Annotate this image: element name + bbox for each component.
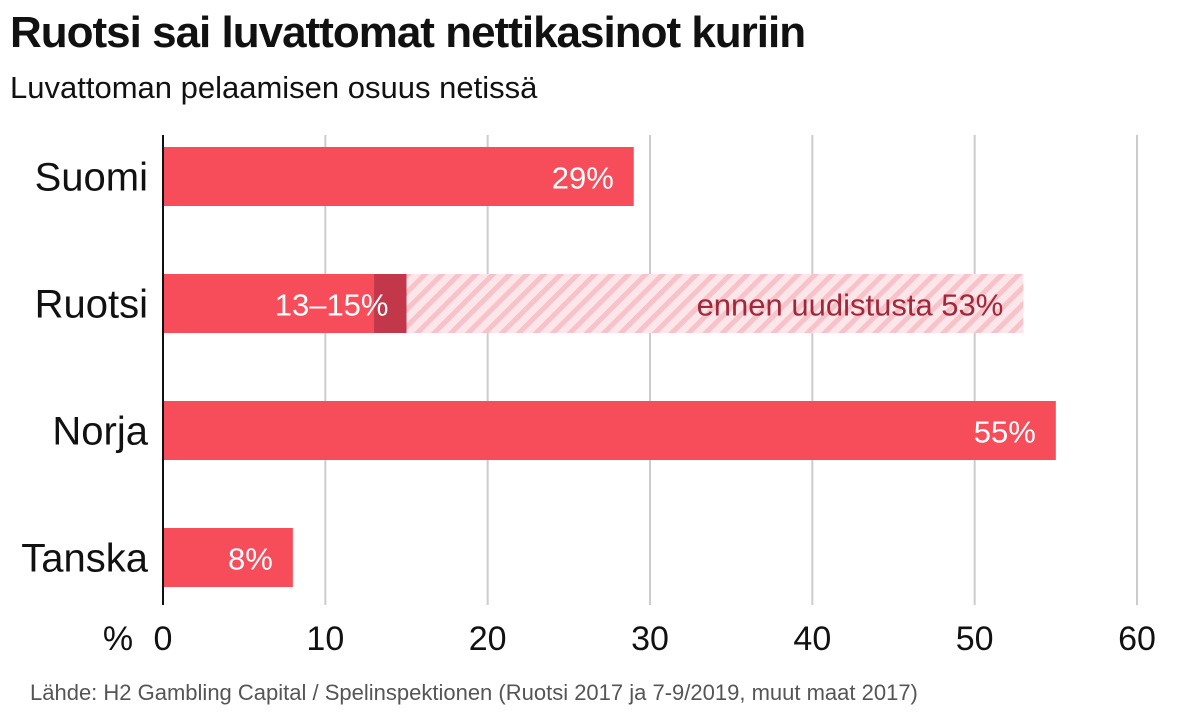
bar-value-label: 29% <box>552 161 614 196</box>
bar <box>163 147 634 206</box>
bar <box>163 528 293 587</box>
category-label: Norja <box>52 410 148 454</box>
bar-range <box>374 274 407 333</box>
x-tick-label: 50 <box>956 620 994 658</box>
x-tick-label: 10 <box>306 620 344 658</box>
bar <box>163 401 1056 460</box>
category-label: Ruotsi <box>35 283 148 327</box>
x-tick-label: 0 <box>154 620 173 658</box>
bar-value-label: 55% <box>974 415 1036 450</box>
category-label: Suomi <box>35 156 148 200</box>
x-tick-label: 40 <box>793 620 831 658</box>
source-note: Lähde: H2 Gambling Capital / Spelinspekt… <box>30 680 918 705</box>
x-tick-label: 20 <box>469 620 507 658</box>
chart-title: Ruotsi sai luvattomat nettikasinot kurii… <box>10 8 806 57</box>
bar-before-reform-label: ennen uudistusta 53% <box>697 288 1004 323</box>
x-axis-unit-label: % <box>103 620 133 658</box>
x-tick-label: 30 <box>631 620 669 658</box>
bar-value-label: 13–15% <box>275 288 389 323</box>
x-tick-label: 60 <box>1118 620 1156 658</box>
chart-subtitle: Luvattoman pelaamisen osuus netissä <box>10 70 538 105</box>
bar <box>163 274 375 333</box>
category-label: Tanska <box>21 537 148 581</box>
bar-value-label: 8% <box>228 542 273 577</box>
